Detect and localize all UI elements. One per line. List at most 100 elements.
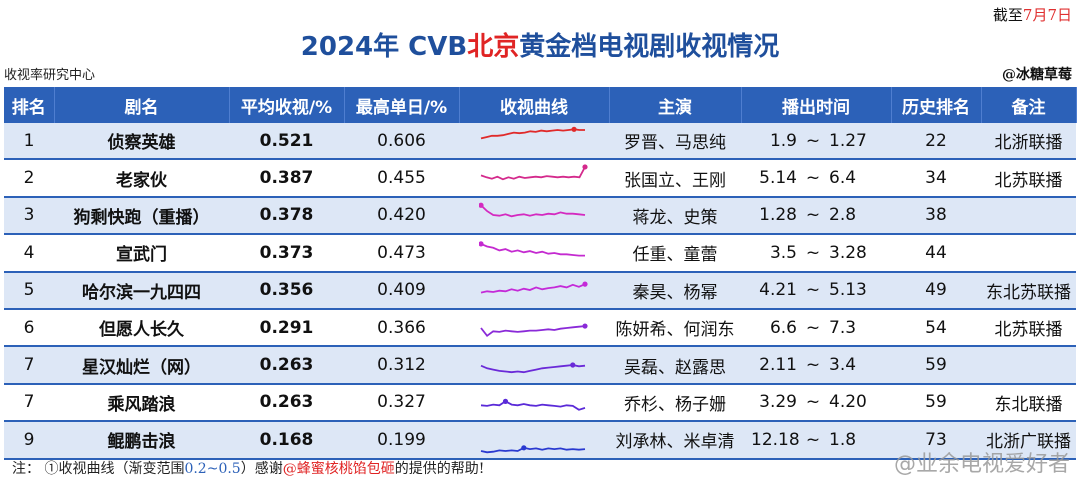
table-row: 5 哈尔滨一九四四 0.356 0.409 秦昊、杨幂 4.21 ~5.13 49 东北苏联播 [4, 271, 1076, 310]
curve-peak-point [479, 241, 484, 247]
air-start: 3.29 [759, 392, 797, 413]
curve-line [480, 283, 586, 294]
cell-actors: 蒋龙、史策 [609, 196, 741, 236]
curve-line [480, 446, 586, 454]
cell-avg: 0.521 [229, 123, 344, 161]
deadline-label: 截至7月7日 [992, 6, 1072, 24]
author-label: @冰糖草莓 [1002, 67, 1072, 83]
ratings-curve [480, 281, 588, 294]
cell-curve [459, 271, 609, 310]
cell-curve [459, 421, 609, 460]
air-end: 1.8 [829, 429, 857, 450]
cell-note: 北苏联播 [981, 308, 1076, 348]
cell-name: 乘风踏浪 [54, 383, 229, 423]
header-actors: 主演 [609, 87, 742, 123]
cell-avg: 0.356 [229, 271, 344, 310]
cell-name: 宣武门 [54, 234, 229, 273]
header-rank: 排名 [4, 87, 55, 123]
cell-avg: 0.387 [229, 159, 344, 198]
cell-rank: 2 [4, 159, 54, 198]
source-label: 收视率研究中心 [4, 68, 96, 83]
cell-note: 北浙广联播 [981, 421, 1076, 460]
air-start: 1.28 [759, 205, 797, 226]
cell-name: 狗剩快跑（重播） [54, 196, 229, 236]
table-header: 排名 剧名 平均收视/% 最高单日/% 收视曲线 主演 播出时间 历史排名 备注 [4, 87, 1077, 123]
cell-rank: 7 [4, 346, 54, 385]
cell-actors: 张国立、王刚 [609, 159, 741, 198]
curve-line [480, 205, 586, 218]
cell-name: 侦察英雄 [54, 123, 229, 161]
cell-note: 东北苏联播 [981, 271, 1076, 310]
cell-curve [459, 234, 609, 273]
cell-airtime: 3.29 ~4.20 [741, 383, 891, 423]
air-end: 4.20 [829, 392, 867, 413]
cell-note [981, 196, 1076, 236]
air-end: 2.8 [829, 205, 857, 226]
cell-avg: 0.378 [229, 196, 344, 236]
air-separator: ~ [805, 355, 821, 376]
cell-avg: 0.168 [229, 421, 344, 460]
curve-peak-point [479, 203, 484, 209]
curve-peak-point [582, 164, 588, 170]
cell-airtime: 5.14 ~6.4 [741, 159, 891, 198]
cell-history: 73 [891, 421, 981, 460]
curve-line [480, 324, 586, 337]
cell-airtime: 1.28 ~2.8 [741, 196, 891, 236]
air-end: 1.27 [829, 130, 867, 151]
cell-rank: 7 [4, 383, 54, 423]
cell-actors: 陈妍希、何润东 [609, 308, 741, 348]
cell-avg: 0.373 [229, 234, 344, 273]
cell-curve [459, 123, 609, 161]
air-end: 3.4 [829, 355, 857, 376]
header-history: 历史排名 [891, 87, 982, 123]
cell-max: 0.606 [344, 123, 459, 161]
table-row: 7 星汉灿烂（网） 0.263 0.312 吴磊、赵露思 2.11 ~3.4 59 [4, 346, 1076, 385]
cell-history: 34 [891, 159, 981, 198]
air-separator: ~ [805, 205, 821, 226]
cell-note [981, 346, 1076, 385]
table-row: 1 侦察英雄 0.521 0.606 罗晋、马思纯 1.9 ~1.27 22 北浙联播 [4, 123, 1076, 161]
cell-max: 0.366 [344, 308, 459, 348]
cell-max: 0.312 [344, 346, 459, 385]
curve-line [480, 400, 586, 412]
ratings-curve [480, 164, 588, 181]
cell-name: 星汉灿烂（网） [54, 346, 229, 385]
header-curve: 收视曲线 [459, 87, 610, 123]
cell-rank: 5 [4, 271, 54, 310]
header-airtime: 播出时间 [741, 87, 892, 123]
cell-curve [459, 196, 609, 236]
air-separator: ~ [805, 429, 821, 450]
curve-line [480, 242, 585, 257]
cell-history: 59 [891, 346, 981, 385]
ratings-curve [480, 362, 586, 374]
ratings-curve [480, 445, 586, 454]
cell-note: 北浙联播 [981, 123, 1076, 161]
air-end: 3.28 [829, 242, 867, 263]
cell-curve [459, 308, 609, 348]
curve-line [480, 128, 585, 139]
cell-history: 22 [891, 123, 981, 161]
watermark: @业余电视爱好者 [893, 452, 1070, 477]
table-row: 9 鲲鹏击浪 0.168 0.199 刘承林、米卓清 12.18 ~1.8 73 北浙广联播 [4, 421, 1076, 460]
table-row: 2 老家伙 0.387 0.455 张国立、王刚 5.14 ~6.4 34 北苏联播 [4, 159, 1076, 198]
cell-note: 东北联播 [981, 383, 1076, 423]
curve-peak-point [521, 445, 527, 451]
cell-avg: 0.263 [229, 383, 344, 423]
air-separator: ~ [805, 392, 821, 413]
cell-actors: 罗晋、马思纯 [609, 123, 741, 161]
page-title: 2024年 CVB北京黄金档电视剧收视情况 [300, 32, 780, 62]
cell-airtime: 6.6 ~7.3 [741, 308, 891, 348]
cell-avg: 0.263 [229, 346, 344, 385]
air-separator: ~ [805, 280, 821, 301]
header-max: 最高单日/% [344, 87, 460, 123]
cell-curve [459, 346, 609, 385]
curve-peak-point [582, 281, 588, 287]
air-end: 6.4 [829, 168, 857, 189]
cell-history: 44 [891, 234, 981, 273]
table-row: 7 乘风踏浪 0.263 0.327 乔杉、杨子姗 3.29 ~4.20 59 东北联播 [4, 383, 1076, 423]
table-row: 4 宣武门 0.373 0.473 任重、童蕾 3.5 ~3.28 44 [4, 234, 1076, 273]
cell-note [981, 234, 1076, 273]
header-avg: 平均收视/% [229, 87, 345, 123]
cell-max: 0.455 [344, 159, 459, 198]
curve-peak-point [571, 126, 577, 132]
